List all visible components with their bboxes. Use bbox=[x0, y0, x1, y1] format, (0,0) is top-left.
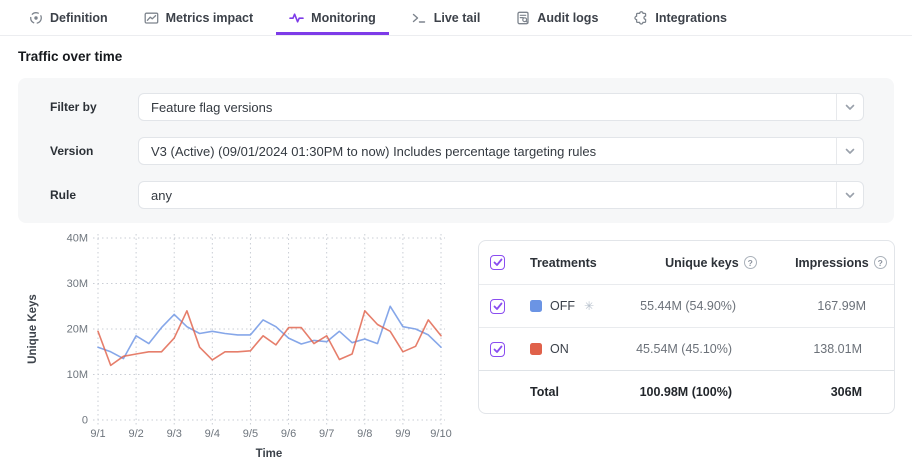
tab-label: Monitoring bbox=[311, 10, 376, 25]
unique-keys-value: 45.54M (45.10%) bbox=[636, 342, 732, 356]
on-series-swatch bbox=[530, 343, 542, 355]
svg-text:10M: 10M bbox=[67, 369, 88, 381]
treatment-name: OFF bbox=[550, 299, 575, 313]
filter-panel: Filter by Feature flag versions Version … bbox=[18, 78, 894, 223]
total-impressions: 306M bbox=[830, 385, 862, 399]
svg-text:30M: 30M bbox=[67, 278, 88, 290]
rule-select[interactable]: any bbox=[138, 181, 864, 209]
page-title: Traffic over time bbox=[18, 49, 123, 64]
puzzle-icon bbox=[634, 10, 648, 25]
svg-text:9/6: 9/6 bbox=[281, 428, 296, 440]
total-label: Total bbox=[530, 385, 559, 399]
filter-by-select[interactable]: Feature flag versions bbox=[138, 93, 864, 121]
filter-by-label: Filter by bbox=[50, 100, 97, 114]
total-unique-keys: 100.98M (100%) bbox=[639, 385, 732, 399]
target-icon bbox=[29, 11, 43, 25]
pulse-icon bbox=[289, 11, 304, 25]
treatments-table: Treatments Unique keys ? Impressions ? O… bbox=[478, 240, 895, 414]
filter-by-value: Feature flag versions bbox=[151, 99, 273, 115]
select-all-checkbox[interactable] bbox=[490, 255, 505, 270]
svg-text:0: 0 bbox=[82, 415, 88, 427]
rule-label: Rule bbox=[50, 188, 77, 202]
y-axis-label: Unique Keys bbox=[27, 294, 39, 364]
table-total-row: Total 100.98M (100%) 306M bbox=[479, 370, 894, 413]
metrics-chart-icon bbox=[144, 11, 159, 25]
terminal-icon bbox=[412, 11, 427, 25]
treatment-off-checkbox[interactable] bbox=[490, 298, 505, 314]
off-series-swatch bbox=[530, 300, 542, 312]
treatment-name: ON bbox=[550, 342, 569, 356]
svg-text:40M: 40M bbox=[67, 233, 88, 245]
version-label: Version bbox=[50, 144, 94, 158]
svg-text:9/4: 9/4 bbox=[205, 428, 220, 440]
x-axis-label: Time bbox=[256, 448, 283, 460]
tab-live-tail[interactable]: Live tail bbox=[399, 0, 494, 35]
tab-integrations[interactable]: Integrations bbox=[621, 0, 740, 35]
tab-label: Definition bbox=[50, 10, 108, 25]
unique-keys-header: Unique keys bbox=[665, 255, 739, 270]
chevron-down-icon bbox=[836, 138, 863, 164]
tab-metrics-impact[interactable]: Metrics impact bbox=[131, 0, 267, 35]
tab-label: Audit logs bbox=[537, 10, 599, 25]
default-treatment-icon: ✳ bbox=[584, 299, 595, 313]
tab-audit-logs[interactable]: Audit logs bbox=[503, 0, 611, 35]
table-row-on: ON 45.54M (45.10%) 138.01M bbox=[479, 327, 894, 370]
table-row-off: OFF ✳ 55.44M (54.90%) 167.99M bbox=[479, 284, 894, 327]
svg-text:9/5: 9/5 bbox=[243, 428, 258, 440]
svg-text:9/7: 9/7 bbox=[319, 428, 334, 440]
version-value: V3 (Active) (09/01/2024 01:30PM to now) … bbox=[151, 143, 597, 159]
impressions-header: Impressions bbox=[795, 255, 869, 270]
tab-label: Integrations bbox=[655, 10, 727, 25]
chevron-down-icon bbox=[836, 94, 863, 120]
svg-text:9/2: 9/2 bbox=[128, 428, 143, 440]
tab-definition[interactable]: Definition bbox=[16, 0, 121, 35]
svg-text:9/8: 9/8 bbox=[357, 428, 372, 440]
treatments-header: Treatments bbox=[530, 255, 597, 270]
impressions-value: 167.99M bbox=[817, 299, 867, 313]
audit-log-icon bbox=[516, 11, 530, 25]
help-icon[interactable]: ? bbox=[743, 256, 757, 269]
impressions-value: 138.01M bbox=[813, 342, 862, 356]
tab-bar: Definition Metrics impact Monitoring Liv… bbox=[0, 0, 912, 36]
tab-label: Live tail bbox=[433, 10, 481, 25]
tab-label: Metrics impact bbox=[165, 10, 254, 25]
help-icon[interactable]: ? bbox=[873, 256, 887, 269]
treatment-on-checkbox[interactable] bbox=[490, 341, 505, 357]
svg-text:9/1: 9/1 bbox=[90, 428, 105, 440]
svg-text:9/9: 9/9 bbox=[395, 428, 410, 440]
unique-keys-value: 55.44M (54.90%) bbox=[640, 299, 737, 313]
svg-text:9/10: 9/10 bbox=[430, 428, 451, 440]
chevron-down-icon bbox=[836, 182, 863, 208]
table-header-row: Treatments Unique keys ? Impressions ? bbox=[479, 241, 894, 284]
rule-value: any bbox=[151, 187, 172, 203]
version-select[interactable]: V3 (Active) (09/01/2024 01:30PM to now) … bbox=[138, 137, 864, 165]
svg-text:9/3: 9/3 bbox=[167, 428, 182, 440]
traffic-chart: Unique Keys Time 0 10M 20M 30M 40M 9/1 9/2 9/3 9… bbox=[0, 224, 470, 470]
tab-monitoring[interactable]: Monitoring bbox=[276, 0, 389, 35]
svg-text:20M: 20M bbox=[67, 324, 88, 336]
